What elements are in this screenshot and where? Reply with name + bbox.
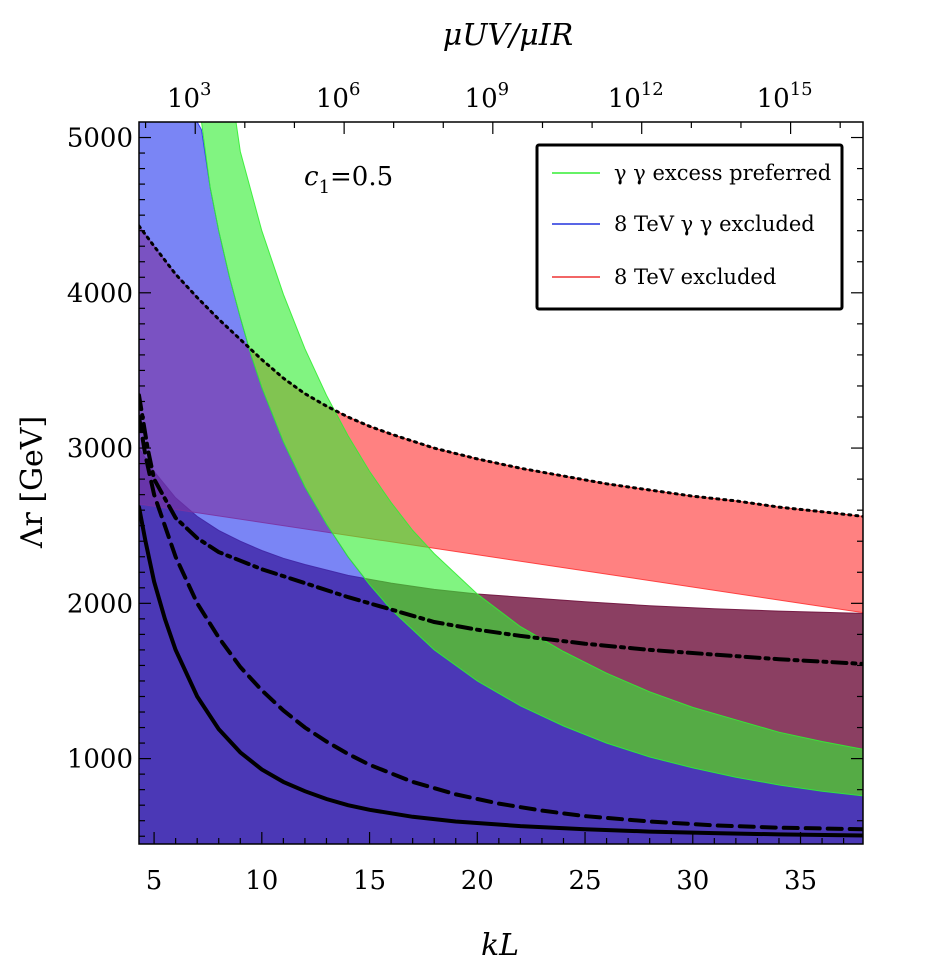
y-tick-label: 4000 — [67, 279, 133, 309]
top-axis-title: μUV/μIR — [443, 18, 574, 53]
legend-label-8tev-excluded: 8 TeV excluded — [614, 265, 776, 289]
bound-lines — [139, 224, 863, 838]
line-dashed — [139, 415, 863, 832]
x-tick-label: 25 — [568, 866, 601, 896]
axis-ticks — [139, 122, 863, 844]
y-tick-label: 3000 — [67, 434, 133, 464]
legend-label-preferred: γ γ excess preferred — [614, 161, 831, 185]
legend-box — [535, 143, 844, 311]
y-tick-label: 5000 — [67, 124, 133, 154]
legend: γ γ excess preferred 8 TeV γ γ excluded … — [535, 143, 844, 311]
line-dash-dot — [139, 393, 863, 666]
x-tick-label: 5 — [146, 866, 163, 896]
region-gamma-gamma-preferred — [200, 122, 863, 797]
x-tick-label: 35 — [784, 866, 817, 896]
y-tick-label: 2000 — [67, 589, 133, 619]
top-tick-label: 1015 — [757, 79, 813, 114]
line-dotted — [139, 224, 863, 518]
top-tick-label: 106 — [316, 79, 361, 114]
y-axis-title: Λr [GeV] — [15, 416, 50, 549]
x-axis-title: kL — [481, 928, 519, 963]
x-tick-label: 20 — [461, 866, 494, 896]
x-tick-label: 15 — [353, 866, 386, 896]
x-tick-label: 30 — [676, 866, 709, 896]
line-solid — [139, 505, 863, 838]
top-tick-label: 1012 — [608, 79, 664, 114]
top-tick-label: 103 — [167, 79, 212, 114]
legend-label-gamma-excluded: 8 TeV γ γ excluded — [614, 212, 815, 236]
annotation-c1: c1=0.5 — [304, 162, 393, 198]
x-tick-label: 10 — [245, 866, 278, 896]
y-tick-label: 1000 — [67, 745, 133, 775]
plot-frame — [138, 121, 864, 845]
top-tick-label: 109 — [465, 79, 510, 114]
